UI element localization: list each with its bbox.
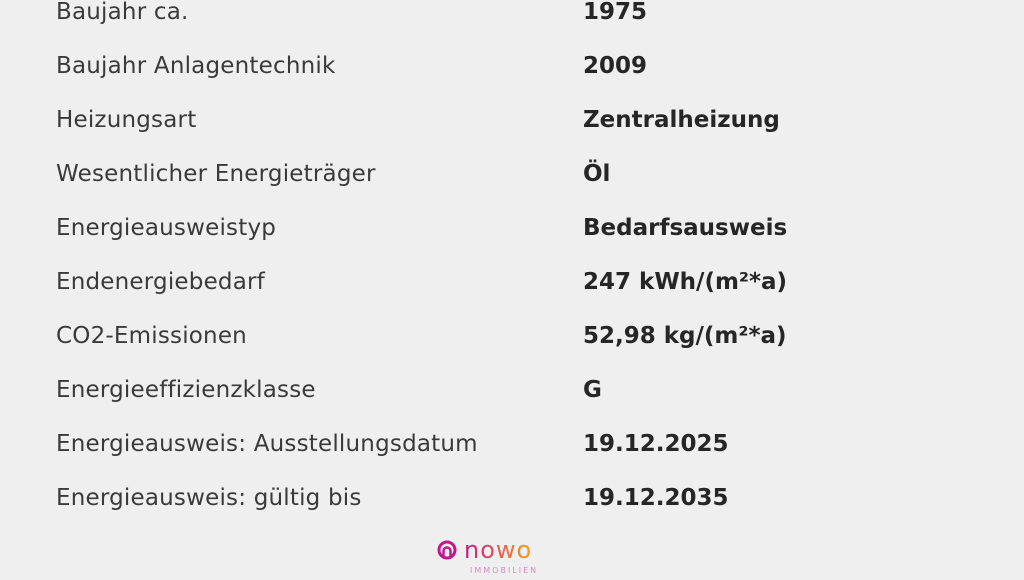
detail-label: CO2-Emissionen	[56, 323, 247, 349]
detail-value: 19.12.2035	[583, 485, 729, 511]
detail-label: Wesentlicher Energieträger	[56, 161, 376, 187]
detail-value: G	[583, 377, 602, 403]
detail-value: 52,98 kg/(m²*a)	[583, 323, 787, 349]
detail-label: Energieeffizienzklasse	[56, 377, 316, 403]
detail-label: Endenergiebedarf	[56, 269, 265, 295]
detail-label: Energieausweis: Ausstellungsdatum	[56, 431, 478, 457]
logo-wordmark: nowo	[464, 536, 532, 564]
detail-label: Baujahr Anlagentechnik	[56, 53, 336, 79]
detail-label: Baujahr ca.	[56, 0, 189, 25]
detail-row: Heizungsart Zentralheizung	[56, 93, 956, 147]
detail-row: Energieausweistyp Bedarfsausweis	[56, 201, 956, 255]
nowo-logo-icon: nowo IMMOBILIEN	[437, 536, 538, 575]
detail-label: Energieausweistyp	[56, 215, 277, 241]
detail-row: Baujahr Anlagentechnik 2009	[56, 39, 956, 93]
detail-row: Energieausweis: gültig bis 19.12.2035	[56, 471, 956, 525]
detail-row: Endenergiebedarf 247 kWh/(m²*a)	[56, 255, 956, 309]
detail-value: 2009	[583, 53, 648, 79]
detail-value: Bedarfsausweis	[583, 215, 788, 241]
detail-value: Öl	[583, 161, 611, 187]
detail-row: Wesentlicher Energieträger Öl	[56, 147, 956, 201]
detail-value: 19.12.2025	[583, 431, 729, 457]
nowo-logo: nowo IMMOBILIEN	[434, 536, 584, 576]
detail-row: Energieausweis: Ausstellungsdatum 19.12.2…	[56, 417, 956, 471]
detail-value: 1975	[583, 0, 648, 25]
detail-row: Baujahr ca. 1975	[56, 0, 956, 39]
detail-row: Energieeffizienzklasse G	[56, 363, 956, 417]
detail-row: CO2-Emissionen 52,98 kg/(m²*a)	[56, 309, 956, 363]
logo-subtext: IMMOBILIEN	[470, 566, 538, 575]
detail-label: Energieausweis: gültig bis	[56, 485, 362, 511]
detail-label: Heizungsart	[56, 107, 197, 133]
detail-value: Zentralheizung	[583, 107, 780, 133]
detail-value: 247 kWh/(m²*a)	[583, 269, 788, 295]
